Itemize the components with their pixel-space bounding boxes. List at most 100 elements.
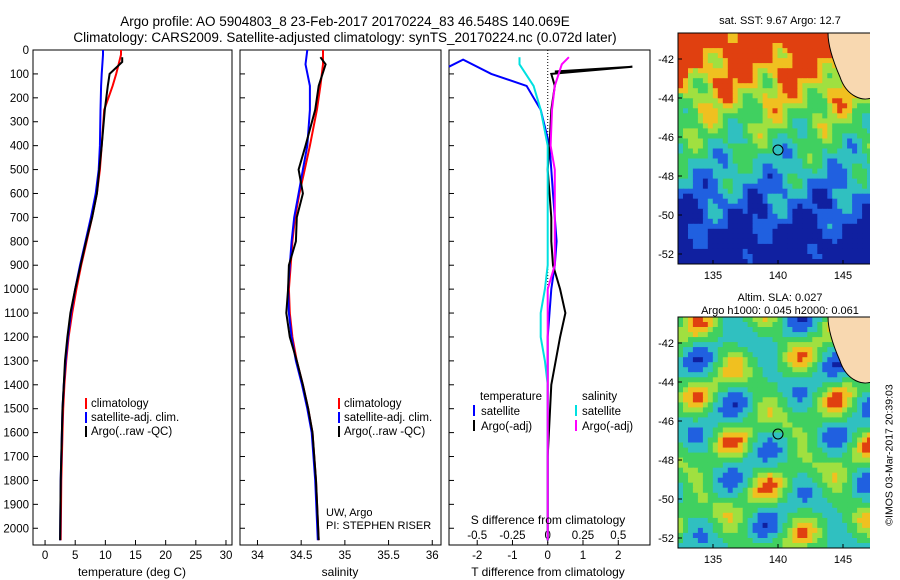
- sst-map-cell: [837, 128, 843, 134]
- sst-map-cell: [792, 198, 798, 205]
- sst-map-cell: [807, 238, 813, 245]
- sst-map-cell: [742, 88, 749, 94]
- sla-map-cell: [822, 337, 828, 343]
- sla-map-cell: [817, 497, 823, 504]
- sla-map-cell: [807, 538, 813, 544]
- sst-map-cell: [752, 98, 759, 104]
- sla-map-cell: [777, 452, 783, 459]
- sst-map-cell: [802, 73, 808, 79]
- sst-map-cell: [867, 123, 870, 129]
- sst-map-cell: [732, 83, 739, 89]
- sla-map-cell: [802, 377, 808, 383]
- sla-map-cell: [767, 492, 773, 499]
- sla-map-cell: [842, 492, 848, 499]
- sla-map-cell: [867, 457, 870, 464]
- sla-map-cell: [697, 452, 704, 459]
- sla-map-cell: [737, 327, 744, 333]
- sst-map-cell: [862, 259, 868, 265]
- sst-map-cell: [767, 58, 773, 64]
- sst-map-cell: [722, 138, 729, 144]
- sst-map-cell: [802, 48, 808, 54]
- sla-map-cell: [842, 447, 848, 454]
- sst-lat-tick-label: -52: [658, 249, 674, 261]
- sst-map-cell: [822, 48, 828, 54]
- sst-map-cell: [782, 88, 788, 94]
- sla-map-cell: [712, 532, 719, 539]
- sst-map-cell: [688, 83, 694, 89]
- sst-map-cell: [812, 188, 818, 195]
- depth-tick-label: 1200: [3, 332, 29, 344]
- x-tick-label: 15: [129, 550, 142, 562]
- sst-map-cell: [822, 123, 828, 129]
- sst-map-cell: [787, 163, 793, 170]
- sst-map-cell: [782, 218, 788, 225]
- sst-map-cell: [697, 73, 704, 79]
- sst-map-cell: [692, 248, 699, 255]
- sst-map-cell: [827, 168, 833, 175]
- sst-map-cell: [678, 43, 684, 49]
- sst-map-cell: [707, 203, 714, 210]
- sla-map-cell: [688, 502, 694, 509]
- sst-map-cell: [807, 254, 813, 260]
- sla-map-cell: [827, 417, 833, 423]
- sst-map-cell: [832, 128, 838, 134]
- sla-map-cell: [802, 543, 808, 549]
- sla-map-cell: [832, 517, 838, 524]
- sla-map-cell: [847, 462, 853, 469]
- sst-map-cell: [683, 198, 689, 205]
- sst-map-cell: [707, 48, 714, 54]
- sla-map-cell: [767, 417, 773, 423]
- sst-map-cell: [802, 259, 808, 265]
- sst-map-cell: [732, 123, 739, 129]
- sla-map-cell: [727, 462, 734, 469]
- sst-map-cell: [707, 248, 714, 255]
- sla-map-cell: [812, 432, 818, 438]
- sst-map-cell: [752, 123, 759, 129]
- sla-map-cell: [867, 397, 870, 403]
- sst-map-cell: [732, 223, 739, 230]
- sla-map-cell: [772, 442, 778, 448]
- sst-map-cell: [752, 48, 759, 54]
- sla-map-cell: [732, 522, 739, 529]
- sla-map-cell: [842, 507, 848, 514]
- sla-map-cell: [762, 497, 769, 504]
- sla-map-cell: [697, 538, 704, 544]
- sla-map-cell: [757, 507, 764, 514]
- sst-map-cell: [862, 248, 868, 255]
- sst-map-cell: [782, 238, 788, 245]
- sst-map-cell: [822, 248, 828, 255]
- sla-map-cell: [772, 367, 778, 373]
- sst-map-cell: [752, 153, 759, 159]
- sst-map-cell: [692, 238, 699, 245]
- sst-map-cell: [777, 93, 783, 99]
- sst-map-cell: [772, 68, 778, 74]
- sla-map-cell: [817, 412, 823, 418]
- sla-map-cell: [707, 532, 714, 539]
- sla-map-cell: [832, 467, 838, 474]
- sla-map-cell: [737, 462, 744, 469]
- sst-map-cell: [722, 173, 729, 180]
- sst-map-cell: [732, 138, 739, 144]
- sla-map-cell: [683, 377, 689, 383]
- depth-tick-label: 200: [10, 93, 29, 105]
- sla-map-cell: [717, 422, 724, 428]
- sst-map-cell: [702, 88, 709, 94]
- sla-map-cell: [837, 407, 843, 413]
- sla-map-cell: [717, 337, 724, 343]
- sst-map-cell: [812, 213, 818, 220]
- sla-map-cell: [812, 462, 818, 469]
- sst-map-cell: [827, 193, 833, 200]
- sla-map-cell: [787, 422, 793, 428]
- sst-map-cell: [772, 123, 778, 129]
- sla-map-cell: [683, 357, 689, 363]
- sst-map-cell: [757, 118, 764, 124]
- sst-map-cell: [727, 178, 734, 185]
- sst-map-cell: [688, 233, 694, 240]
- sst-map-cell: [707, 33, 714, 39]
- sst-map-cell: [697, 168, 704, 175]
- sst-map-cell: [837, 223, 843, 230]
- sla-map-cell: [812, 412, 818, 418]
- sst-map-cell: [688, 38, 694, 44]
- sst-map-cell: [792, 153, 798, 159]
- sla-map-cell: [792, 322, 798, 328]
